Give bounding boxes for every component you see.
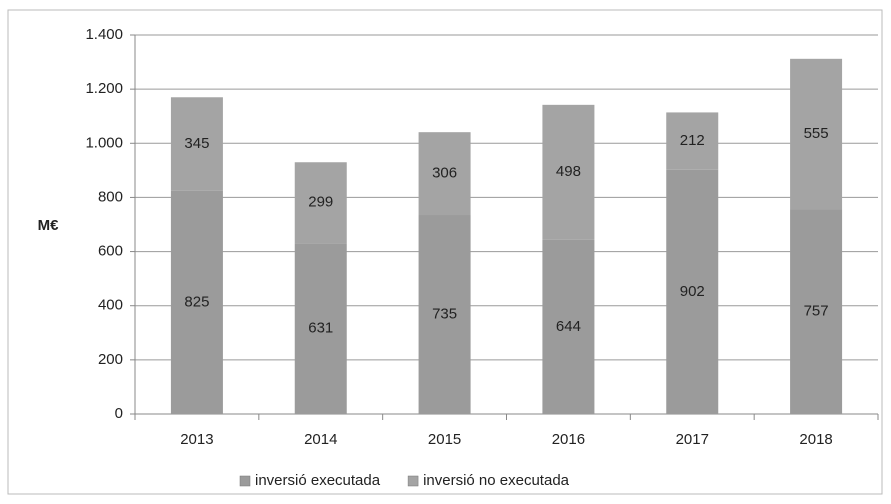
y-tick-label: 800 [98, 188, 123, 205]
x-tick-label: 2014 [304, 431, 337, 448]
y-tick-label: 1.200 [85, 80, 123, 97]
bar-segment [666, 169, 719, 414]
value-label: 212 [680, 132, 705, 149]
y-tick-label: 400 [98, 297, 123, 314]
bar-segment [542, 104, 595, 240]
legend-label: inversió executada [255, 472, 381, 489]
y-tick-label: 1.000 [85, 134, 123, 151]
legend-label: inversió no executada [423, 472, 570, 489]
x-tick-label: 2016 [552, 431, 585, 448]
value-label: 735 [432, 305, 457, 322]
value-label: 555 [804, 125, 829, 142]
bar-segment [790, 58, 843, 210]
bar-segment [790, 209, 843, 414]
legend-swatch [407, 475, 419, 487]
bar-segment [170, 97, 223, 191]
x-tick-label: 2018 [799, 431, 832, 448]
y-tick-label: 0 [115, 405, 123, 422]
bar-segment [170, 190, 223, 414]
value-label: 299 [308, 194, 333, 211]
value-label: 757 [804, 303, 829, 320]
x-tick-label: 2017 [676, 431, 709, 448]
bar-segment [418, 215, 471, 414]
value-label: 306 [432, 165, 457, 182]
y-tick-label: 600 [98, 243, 123, 260]
y-axis-label: M€ [38, 217, 59, 234]
x-tick-label: 2013 [180, 431, 213, 448]
value-label: 644 [556, 318, 581, 335]
value-label: 498 [556, 163, 581, 180]
value-label: 631 [308, 320, 333, 337]
bar-segment [542, 239, 595, 414]
value-label: 825 [184, 293, 209, 310]
y-tick-label: 200 [98, 351, 123, 368]
bar-segment [418, 132, 471, 216]
legend-swatch [239, 475, 251, 487]
value-label: 902 [680, 283, 705, 300]
bar-segment [294, 162, 347, 244]
value-label: 345 [184, 135, 209, 152]
y-tick-label: 1.400 [85, 26, 123, 43]
bar-segment [666, 112, 719, 170]
x-tick-label: 2015 [428, 431, 461, 448]
bar-segment [294, 243, 347, 414]
